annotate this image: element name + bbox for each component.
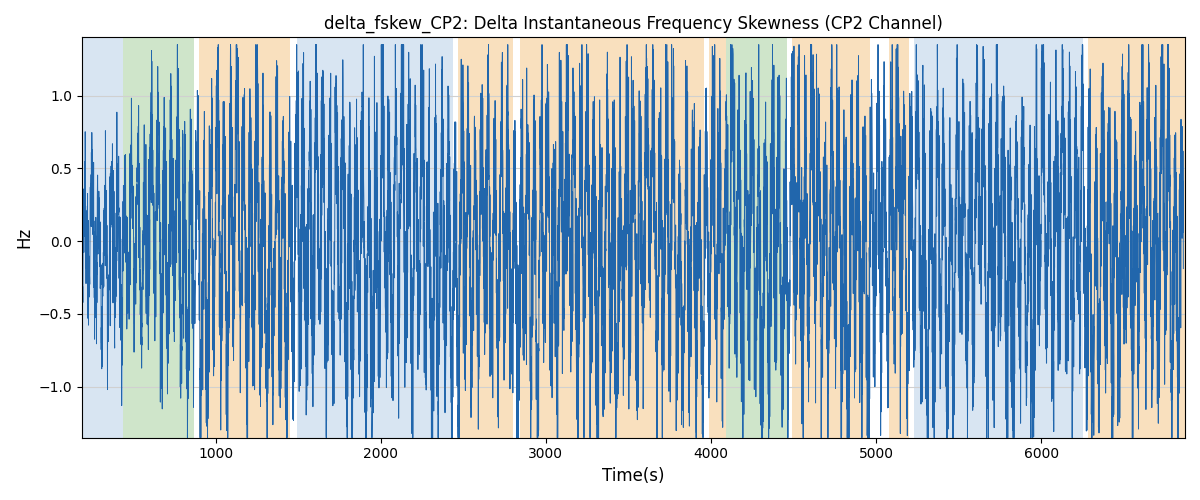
Bar — [914, 38, 1082, 438]
Bar — [124, 38, 194, 438]
Bar — [199, 38, 290, 438]
Y-axis label: Hz: Hz — [14, 227, 32, 248]
X-axis label: Time(s): Time(s) — [602, 467, 665, 485]
Title: delta_fskew_CP2: Delta Instantaneous Frequency Skewness (CP2 Channel): delta_fskew_CP2: Delta Instantaneous Fre… — [324, 15, 943, 34]
Bar — [709, 38, 726, 438]
Bar — [1087, 38, 1184, 438]
Bar — [726, 38, 787, 438]
Bar — [296, 38, 454, 438]
Bar — [82, 38, 124, 438]
Bar — [458, 38, 512, 438]
Bar — [889, 38, 910, 438]
Bar — [520, 38, 704, 438]
Bar — [792, 38, 870, 438]
